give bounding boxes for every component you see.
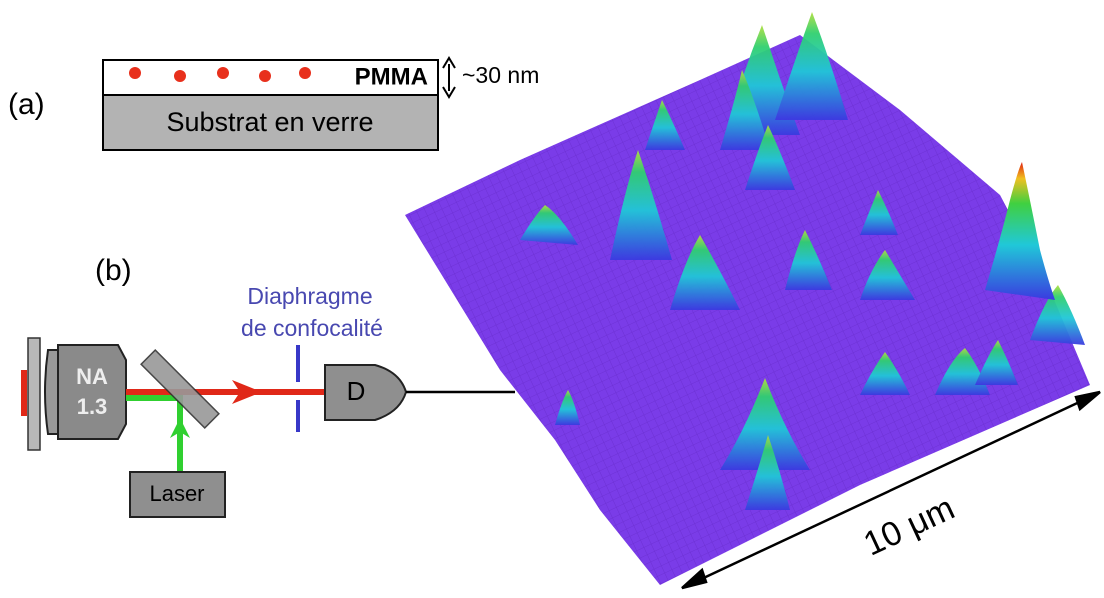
objective-label: 1.3 [77,394,108,419]
layer-label: PMMA [355,63,428,90]
thickness-arrow [442,56,456,99]
objective-label: NA [76,364,108,389]
thickness-label: ~30 nm [462,62,539,88]
substrate-label: Substrat en verre [166,107,373,137]
laser-label: Laser [149,481,204,506]
detector [324,364,408,421]
pinhole-label: de confocalité [241,315,383,341]
molecules [129,67,311,82]
laser [129,471,226,518]
pinhole-label: Diaphragme [247,283,372,309]
detector-label: D [347,376,366,406]
substrate [102,94,439,151]
sample-emission [21,370,27,416]
surface-plot [405,12,1090,585]
beam-arrow [170,418,190,438]
sample [27,337,41,451]
objective-lens [44,349,59,435]
objective [57,344,127,440]
scale-label: 10 μm [858,489,960,564]
scale-arrow [681,390,1101,590]
panel-label: (b) [95,254,132,287]
beam-splitter [140,349,220,429]
beam-arrow [232,380,262,404]
panel-label: (a) [8,88,45,121]
